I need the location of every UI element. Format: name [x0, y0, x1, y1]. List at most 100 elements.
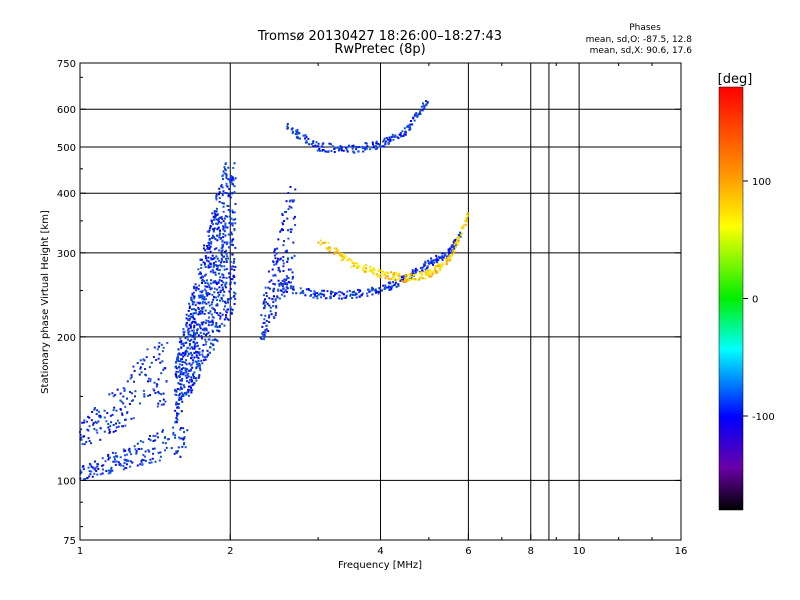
echo-point — [226, 260, 228, 262]
echo-point — [221, 258, 223, 260]
echo-point — [234, 303, 236, 305]
echo-point — [223, 211, 225, 213]
echo-point — [273, 264, 275, 266]
echo-point — [285, 289, 287, 291]
echo-point — [97, 468, 99, 470]
echo-point — [232, 254, 234, 256]
echo-point — [226, 268, 228, 270]
echo-point — [217, 228, 219, 230]
echo-point — [213, 296, 215, 298]
echo-point — [174, 434, 176, 436]
echo-point — [192, 374, 194, 376]
echo-point — [214, 272, 216, 274]
echo-point — [207, 350, 209, 352]
echo-point — [194, 296, 196, 298]
echo-point — [223, 256, 225, 258]
echo-point — [361, 294, 363, 296]
echo-point — [120, 393, 122, 395]
echo-point — [222, 178, 224, 180]
echo-point — [108, 472, 110, 474]
echo-point — [139, 402, 141, 404]
echo-point — [378, 291, 380, 293]
echo-point — [229, 283, 231, 285]
echo-point — [159, 400, 161, 402]
echo-point — [296, 130, 298, 132]
echo-point — [292, 286, 294, 288]
echo-point — [392, 139, 394, 141]
echo-point — [159, 362, 161, 364]
echo-point — [352, 151, 354, 153]
echo-point — [181, 358, 183, 360]
echo-point — [399, 134, 401, 136]
echo-point — [230, 281, 232, 283]
echo-point — [322, 242, 324, 244]
echo-point — [389, 289, 391, 291]
echo-point — [306, 140, 308, 142]
echo-point — [265, 287, 267, 289]
echo-point — [282, 223, 284, 225]
echo-point — [405, 134, 407, 136]
echo-point — [345, 297, 347, 299]
echo-point — [368, 291, 370, 293]
echo-point — [175, 371, 177, 373]
echo-point — [187, 389, 189, 391]
echo-point — [224, 269, 226, 271]
echo-point — [140, 440, 142, 442]
echo-point — [220, 262, 222, 264]
echo-point — [355, 292, 357, 294]
echo-point — [225, 314, 227, 316]
echo-point — [211, 212, 213, 214]
echo-point — [432, 264, 434, 266]
echo-point — [205, 328, 207, 330]
echo-point — [202, 356, 204, 358]
echo-point — [441, 255, 443, 257]
echo-point — [224, 168, 226, 170]
echo-point — [204, 298, 206, 300]
echo-point — [386, 271, 388, 273]
echo-point — [426, 103, 428, 105]
echo-point — [450, 258, 452, 260]
echo-point — [183, 331, 185, 333]
echo-point — [137, 362, 139, 364]
echo-point — [232, 211, 234, 213]
echo-point — [124, 425, 126, 427]
echo-point — [435, 272, 437, 274]
echo-point — [207, 231, 209, 233]
y-tick-label: 75 — [63, 536, 76, 547]
echo-point — [195, 283, 197, 285]
echo-point — [222, 233, 224, 235]
echo-point — [365, 267, 367, 269]
echo-point — [149, 459, 151, 461]
echo-point — [260, 337, 262, 339]
echo-point — [212, 237, 214, 239]
echo-point — [143, 396, 145, 398]
echo-point — [203, 321, 205, 323]
echo-point — [223, 265, 225, 267]
echo-point — [208, 317, 210, 319]
echo-point — [392, 134, 394, 136]
echo-point — [113, 431, 115, 433]
echo-point — [343, 293, 345, 295]
echo-point — [179, 363, 181, 365]
echo-point — [217, 269, 219, 271]
echo-point — [316, 297, 318, 299]
echo-point — [328, 143, 330, 145]
colorbar-title: [deg] — [718, 72, 753, 87]
echo-point — [233, 295, 235, 297]
echo-point — [177, 388, 179, 390]
echo-point — [182, 439, 184, 441]
echo-point — [393, 274, 395, 276]
echo-point — [210, 251, 212, 253]
echo-point — [231, 312, 233, 314]
echo-point — [264, 334, 266, 336]
echo-point — [206, 295, 208, 297]
echo-point — [366, 148, 368, 150]
echo-point — [200, 267, 202, 269]
echo-point — [116, 426, 118, 428]
echo-point — [142, 441, 144, 443]
echo-point — [176, 412, 178, 414]
echo-point — [392, 281, 394, 283]
echo-point — [200, 332, 202, 334]
echo-point — [171, 447, 173, 449]
echo-point — [467, 215, 469, 217]
